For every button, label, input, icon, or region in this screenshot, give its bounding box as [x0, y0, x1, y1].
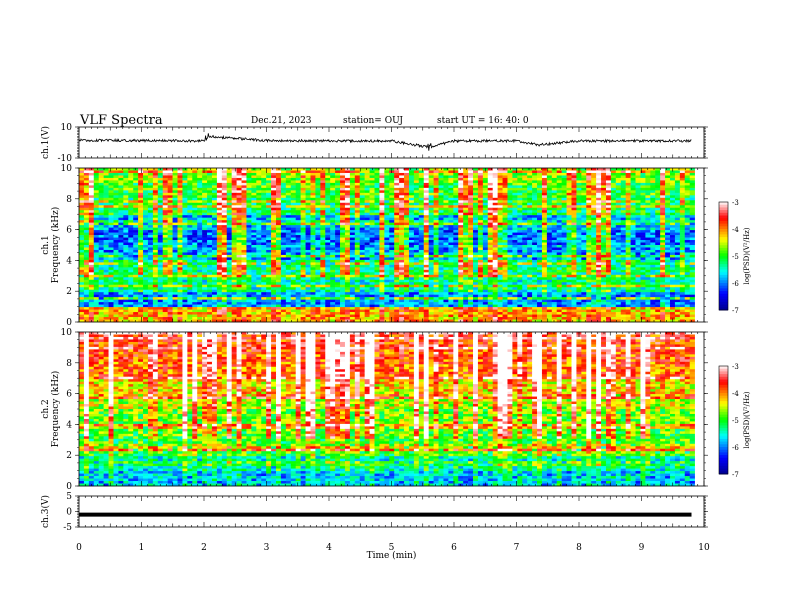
x-tick-label: 6: [451, 543, 457, 553]
header-date: Dec.21, 2023: [251, 116, 312, 126]
x-tick-label: 9: [639, 543, 645, 553]
x-tick-label: 10: [698, 543, 710, 553]
y-tick-label: 8: [66, 359, 72, 369]
ch1-waveform-line: [78, 133, 692, 151]
y-tick-label: 10: [61, 123, 73, 133]
y-tick-label: 4: [66, 256, 72, 266]
y-axis-label: ch.3(V): [40, 495, 51, 528]
x-tick-label: 1: [139, 543, 145, 553]
colorbar-tick-label: -3: [732, 199, 739, 207]
colorbar-frame: [718, 365, 729, 475]
y-tick-label: 0: [66, 318, 72, 328]
colorbar-frame: [718, 201, 729, 311]
y-tick-label: 2: [66, 287, 72, 297]
y-tick-label: 6: [66, 390, 72, 400]
colorbar-tick-label: -6: [732, 444, 739, 452]
colorbar-tick-label: -7: [732, 307, 739, 315]
x-tick-label: 8: [576, 543, 582, 553]
x-tick-label: 5: [389, 543, 395, 553]
spectrogram-2: [79, 332, 695, 487]
y-tick-label: -10: [58, 154, 73, 164]
y-axis-label: ch.1: [41, 235, 51, 254]
x-tick-label: 0: [76, 543, 82, 553]
y-tick-label: -5: [63, 523, 72, 533]
y-axis-label: ch.1(V): [40, 126, 51, 159]
colorbar-label: log(PSD)(V²/Hz): [743, 227, 751, 284]
colorbar-tick-label: -3: [732, 363, 739, 371]
y-tick-label: 8: [66, 195, 72, 205]
y-tick-label: 5: [66, 492, 72, 502]
x-tick-label: 2: [201, 543, 207, 553]
colorbar-tick-label: -5: [732, 253, 739, 261]
colorbar-tick-label: -4: [732, 226, 739, 234]
colorbar-tick-label: -7: [732, 471, 739, 479]
colorbar-label: log(PSD)(V²/Hz): [743, 391, 751, 448]
x-tick-label: 4: [326, 543, 332, 553]
header-station: station= OUJ: [343, 116, 404, 126]
axes-2: [75, 331, 708, 487]
y-axis-label: Frequency (kHz): [50, 371, 61, 448]
axes-1: [75, 167, 708, 323]
spectrogram-1: [79, 168, 695, 323]
axes-3: [75, 495, 708, 528]
header-start-time: start UT = 16: 40: 0: [437, 116, 529, 126]
y-tick-label: 10: [61, 328, 73, 338]
colorbar-1: [718, 201, 729, 311]
axes-0: [75, 126, 708, 159]
y-tick-label: 0: [66, 482, 72, 492]
y-tick-label: 10: [61, 164, 73, 174]
colorbar-tick-label: -6: [732, 280, 739, 288]
y-tick-label: 0: [66, 508, 72, 518]
y-tick-label: 4: [66, 420, 72, 430]
y-axis-label: ch.2: [41, 399, 51, 418]
y-tick-label: 2: [66, 451, 72, 461]
x-axis-label: Time (min): [367, 550, 417, 561]
colorbar-tick-label: -5: [732, 417, 739, 425]
y-tick-label: 6: [66, 226, 72, 236]
y-axis-label: Frequency (kHz): [50, 207, 61, 284]
x-tick-label: 3: [264, 543, 270, 553]
x-tick-label: 7: [514, 543, 520, 553]
colorbar-tick-label: -4: [732, 390, 739, 398]
header-title: VLF Spectra: [80, 113, 163, 128]
colorbar-2: [718, 365, 729, 475]
